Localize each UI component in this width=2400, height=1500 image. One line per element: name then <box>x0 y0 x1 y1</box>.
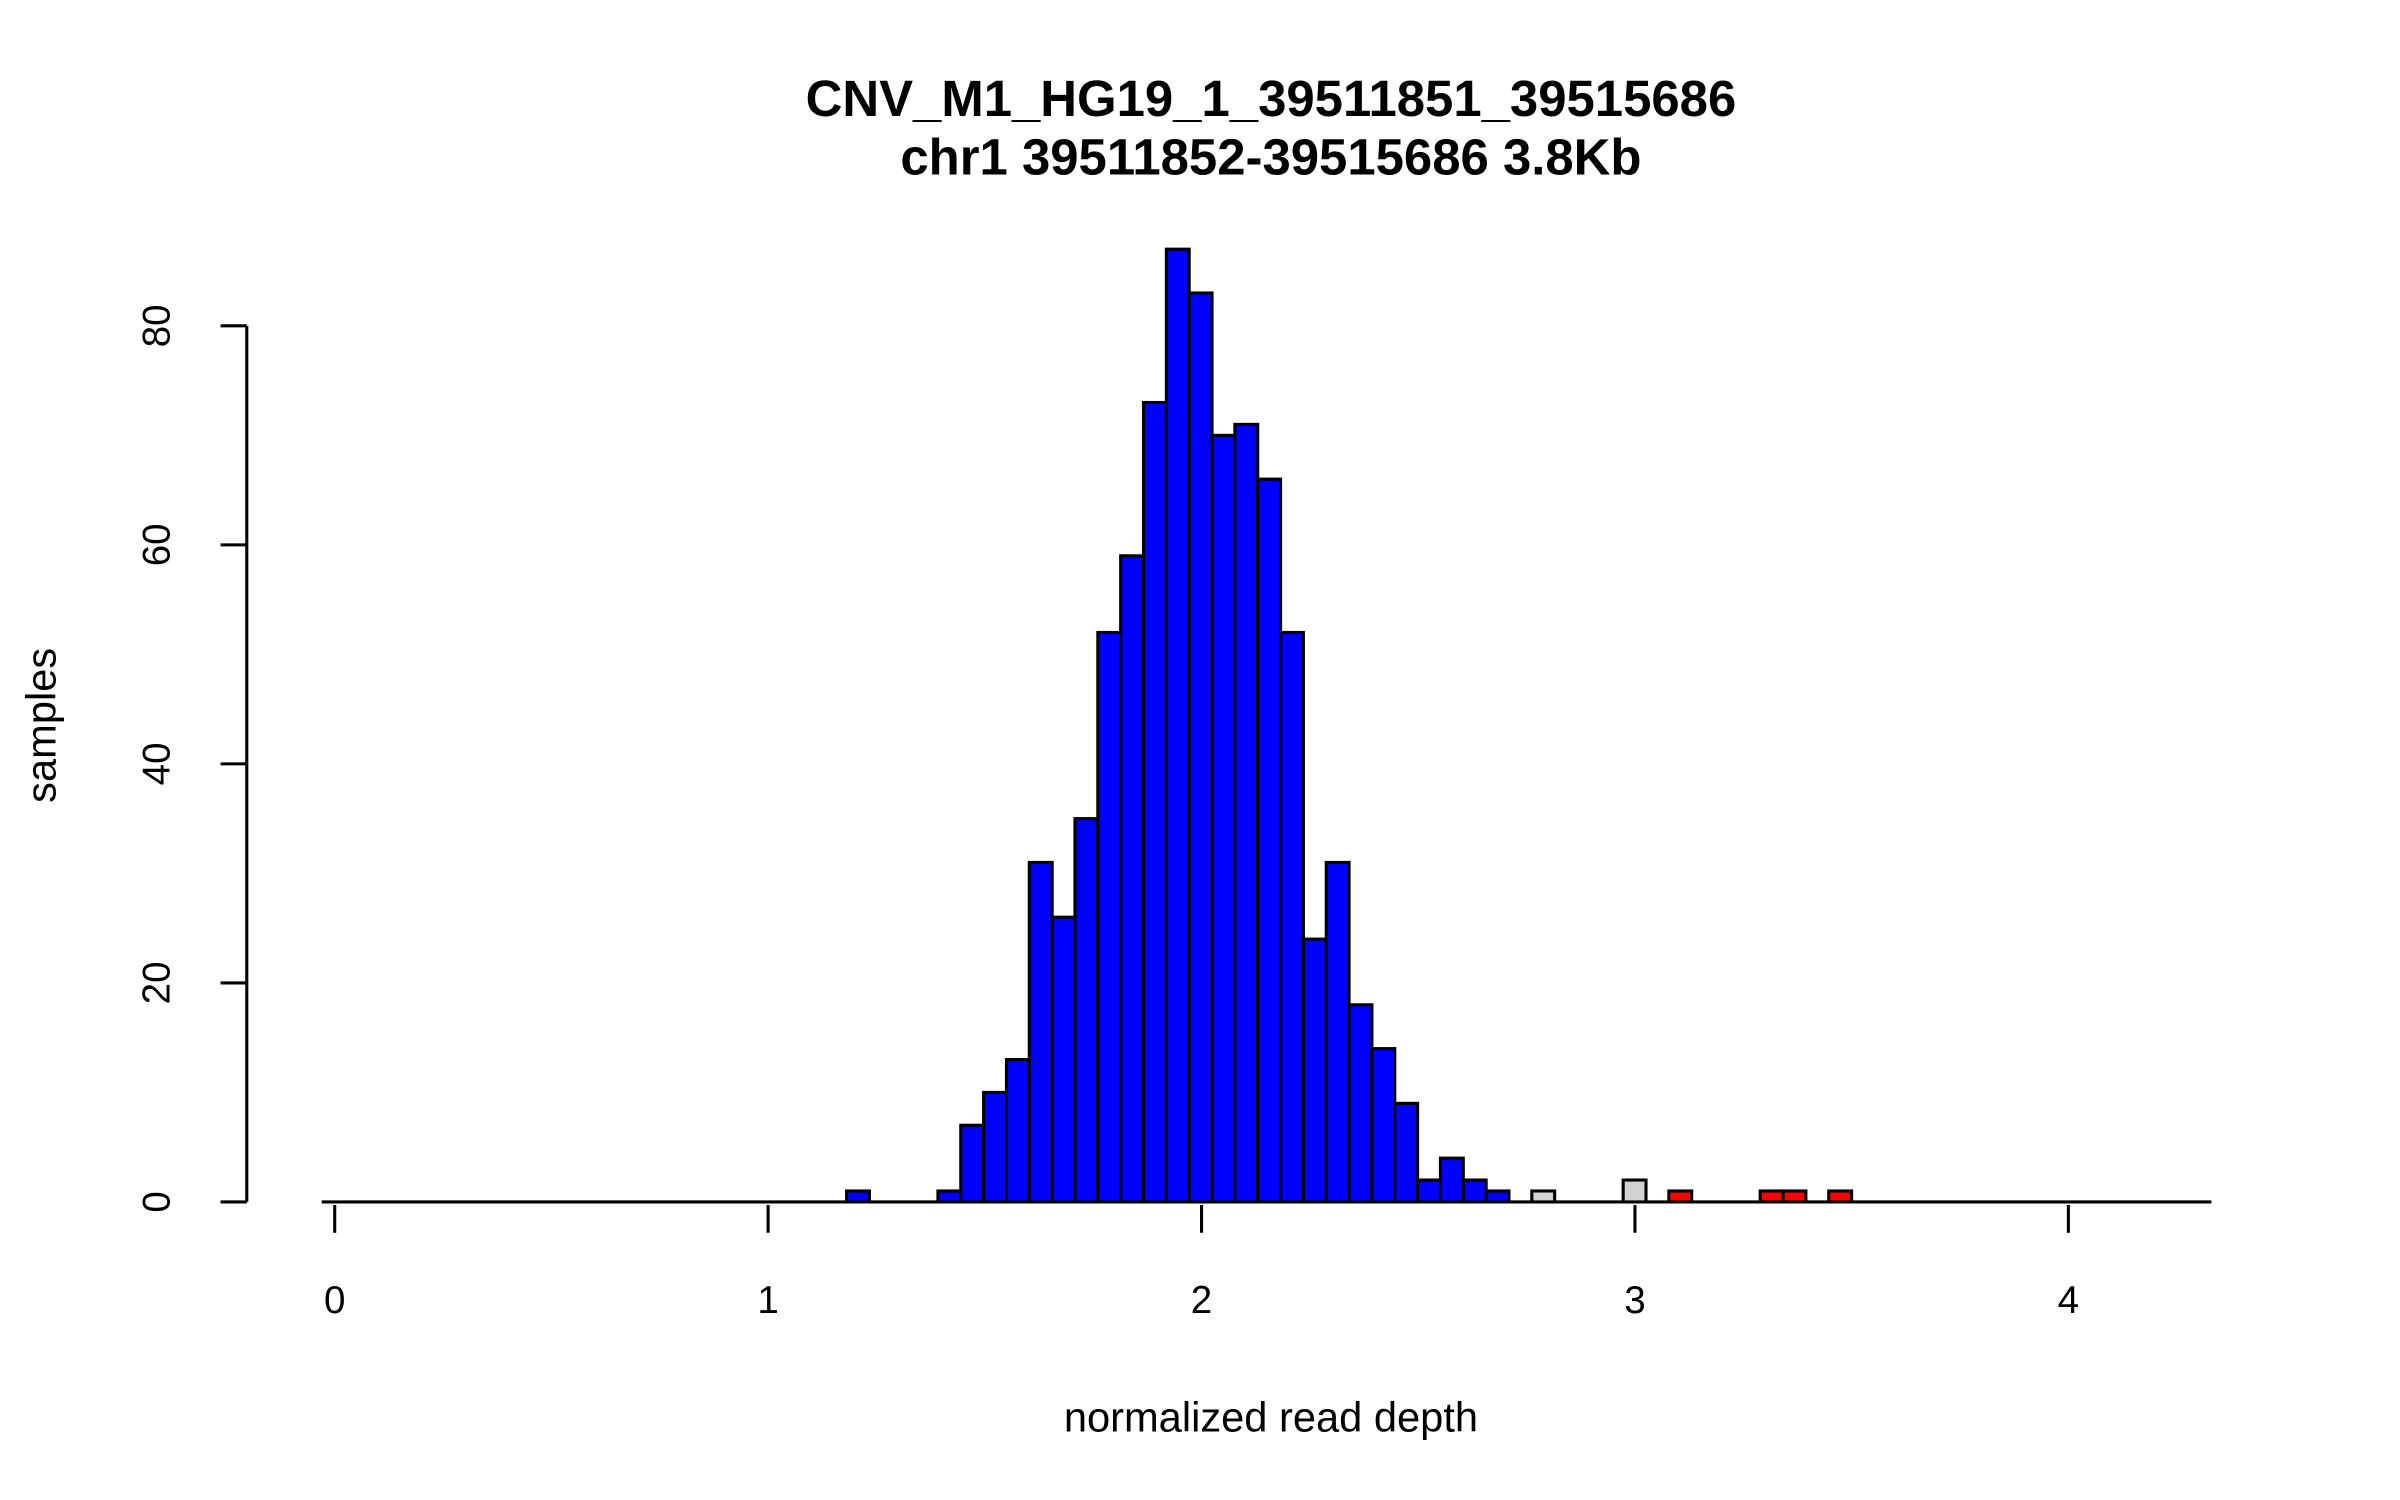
x-tick-label: 3 <box>1624 1279 1645 1322</box>
histogram-bar-normal <box>1187 291 1214 1204</box>
histogram-bar-normal <box>936 1189 963 1204</box>
histogram-bar-normal <box>1141 400 1168 1204</box>
histogram-bar-normal <box>982 1090 1009 1204</box>
histogram-bar-normal <box>1027 860 1054 1204</box>
histogram-bar-uncertain <box>1530 1189 1557 1204</box>
x-axis-label: normalized read depth <box>1064 1394 1478 1441</box>
histogram-bar-normal <box>1416 1178 1442 1204</box>
x-tick-label: 4 <box>2058 1279 2079 1322</box>
histogram-bar-normal <box>1073 817 1100 1204</box>
histogram-bar-normal <box>1096 630 1123 1204</box>
histogram-bar-dup <box>1781 1189 1808 1204</box>
histogram-bar-normal <box>1324 860 1351 1204</box>
histogram-bar-dup <box>1667 1189 1694 1204</box>
histogram-bar-uncertain <box>1621 1178 1648 1204</box>
histogram-bar-normal <box>845 1189 871 1204</box>
histogram-bar-normal <box>1347 1003 1374 1204</box>
histogram-bar-normal <box>1279 630 1305 1204</box>
histogram-bar-dup <box>1827 1189 1854 1204</box>
histogram-bar-normal <box>1164 247 1191 1204</box>
histogram-bar-dup <box>1758 1189 1785 1204</box>
histogram-bar-normal <box>1119 554 1146 1204</box>
y-tick-label: 40 <box>136 742 179 785</box>
y-tick-label: 80 <box>136 304 179 347</box>
histogram-bar-normal <box>1004 1058 1031 1204</box>
histogram-bar-normal <box>1256 477 1283 1204</box>
y-tick-label: 0 <box>136 1191 179 1212</box>
x-tick-label: 1 <box>757 1279 778 1322</box>
y-tick-label: 20 <box>136 961 179 1004</box>
histogram-bar-normal <box>959 1123 986 1204</box>
histogram-bar-normal <box>1484 1189 1511 1204</box>
histogram-bar-normal <box>1438 1156 1465 1204</box>
bars-group <box>321 247 2212 1204</box>
histogram-bar-normal <box>1461 1178 1488 1204</box>
histogram-bar-normal <box>1301 937 1328 1204</box>
histogram-bar-normal <box>1370 1047 1397 1204</box>
y-tick-label: 60 <box>136 523 179 566</box>
chart-title: CNV_M1_HG19_1_39511851_39515686 <box>806 70 1737 127</box>
y-axis-label: samples <box>18 648 65 803</box>
histogram-bar-normal <box>1050 915 1077 1204</box>
x-tick-label: 2 <box>1191 1279 1212 1322</box>
histogram-bar-normal <box>1210 433 1237 1204</box>
histogram-bar-normal <box>1393 1101 1420 1204</box>
chart-subtitle: chr1 39511852-39515686 3.8Kb <box>900 129 1641 186</box>
x-tick-label: 0 <box>324 1279 345 1322</box>
histogram-bar-normal <box>1233 422 1260 1204</box>
